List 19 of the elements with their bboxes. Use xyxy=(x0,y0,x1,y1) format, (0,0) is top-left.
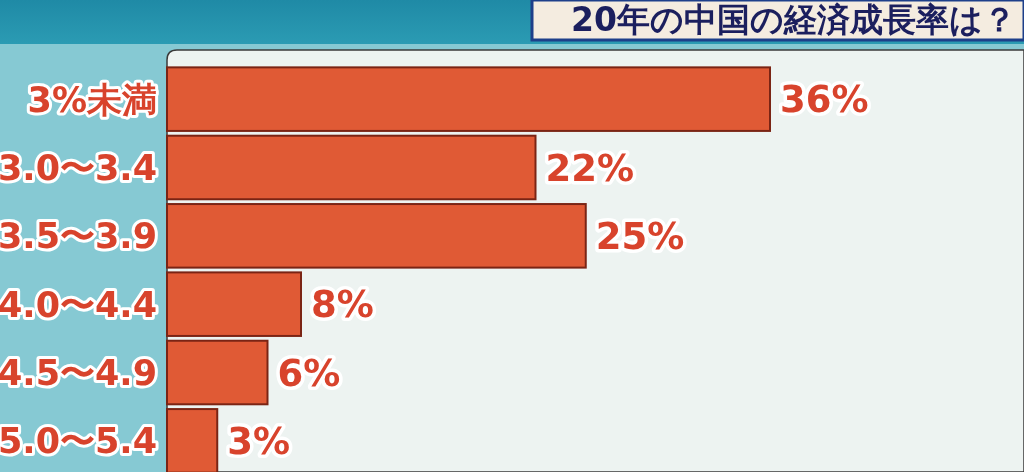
bar xyxy=(166,408,219,472)
data-label: 25% xyxy=(595,215,685,259)
chart-title: 20年の中国の経済成長率は？ xyxy=(571,0,1016,39)
data-label: 8% xyxy=(311,283,374,327)
bar xyxy=(166,66,771,132)
y-tick-label: 3.0〜3.4 xyxy=(0,148,157,189)
bar xyxy=(166,339,269,406)
bar xyxy=(166,271,302,337)
y-tick-label: 4.0〜4.4 xyxy=(0,284,157,325)
y-tick-label: 3%未満 xyxy=(27,79,157,120)
y-tick-label: 3.5〜3.9 xyxy=(0,216,157,257)
bar xyxy=(166,203,587,269)
data-label: 3% xyxy=(227,420,291,464)
bar xyxy=(166,134,537,201)
y-tick-label: 5.0〜5.4 xyxy=(0,421,157,462)
data-label: 36% xyxy=(780,78,869,122)
data-label: 22% xyxy=(545,146,635,190)
data-label: 6% xyxy=(277,351,341,395)
y-tick-label: 4.5〜4.9 xyxy=(0,353,157,394)
